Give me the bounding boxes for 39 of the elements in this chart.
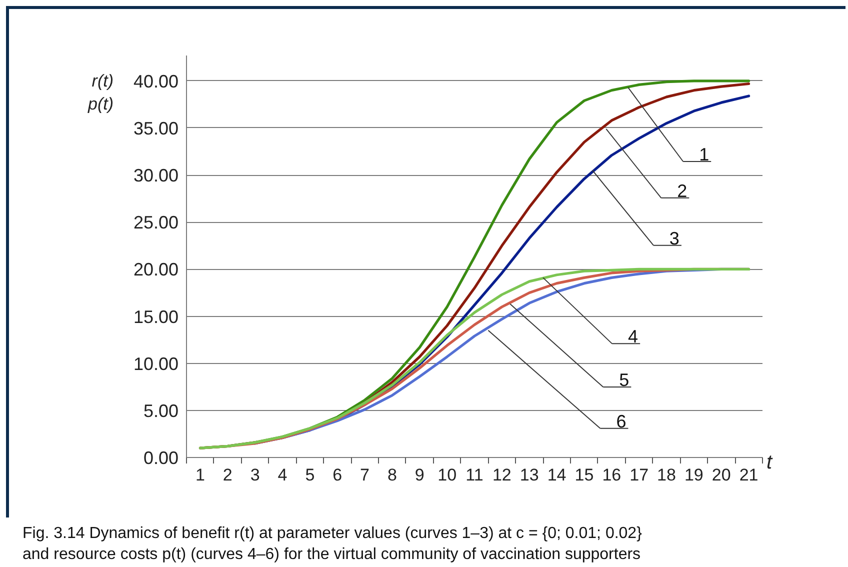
- x-tick-label: 8: [387, 466, 397, 484]
- y-tick-label: 40.00: [133, 71, 179, 92]
- x-tick-label: 14: [547, 466, 566, 484]
- annotation: 4: [628, 326, 638, 347]
- x-tick-label: 11: [466, 466, 484, 484]
- y-tick-label: 0.00: [143, 448, 179, 468]
- x-tick-label: 2: [222, 466, 232, 484]
- x-tick-label: 9: [414, 466, 424, 484]
- annotation: 1: [699, 144, 710, 165]
- x-tick-label: 17: [630, 466, 649, 484]
- y-tick-label: 5.00: [143, 400, 179, 421]
- x-tick-label: 4: [278, 466, 288, 484]
- x-tick-label: 7: [360, 466, 370, 484]
- y-tick-label: 25.00: [133, 212, 179, 233]
- x-tick-label: 13: [520, 466, 539, 484]
- x-tick-label: 19: [684, 466, 704, 484]
- annotation: 6: [616, 411, 626, 432]
- y-tick-label: 30.00: [133, 166, 179, 186]
- y-tick-label: 15.00: [133, 306, 179, 327]
- annotation: 5: [619, 370, 630, 390]
- x-tick-label: 10: [438, 466, 457, 484]
- x-axis-title: t: [766, 452, 774, 474]
- x-tick-label: 6: [332, 466, 342, 484]
- annotation: 2: [677, 180, 688, 201]
- x-tick-label: 5: [305, 466, 315, 484]
- x-tick-label: 15: [574, 466, 594, 484]
- x-tick-label: 21: [739, 466, 758, 484]
- x-tick-label: 18: [657, 466, 676, 484]
- caption: Fig. 3.14 Dynamics of benefit r(t) at parameter values (curves 1–3) at c = {0; 0.01; 0.02} and resource costs p(t) (curves 4–6) for the virtual community of vaccination supporters: [22, 525, 643, 563]
- y-tick-label: 35.00: [133, 118, 179, 138]
- x-tick-label: 1: [195, 466, 205, 484]
- x-tick-label: 20: [712, 466, 731, 484]
- y-axis-title: r(t) p(t): [87, 71, 114, 114]
- x-tick-label: 12: [492, 466, 512, 484]
- y-tick-label: 20.00: [133, 260, 179, 280]
- x-tick-label: 3: [250, 466, 260, 484]
- y-tick-label: 10.00: [133, 354, 179, 374]
- x-tick-label: 16: [602, 466, 622, 484]
- annotation: 3: [669, 228, 680, 248]
